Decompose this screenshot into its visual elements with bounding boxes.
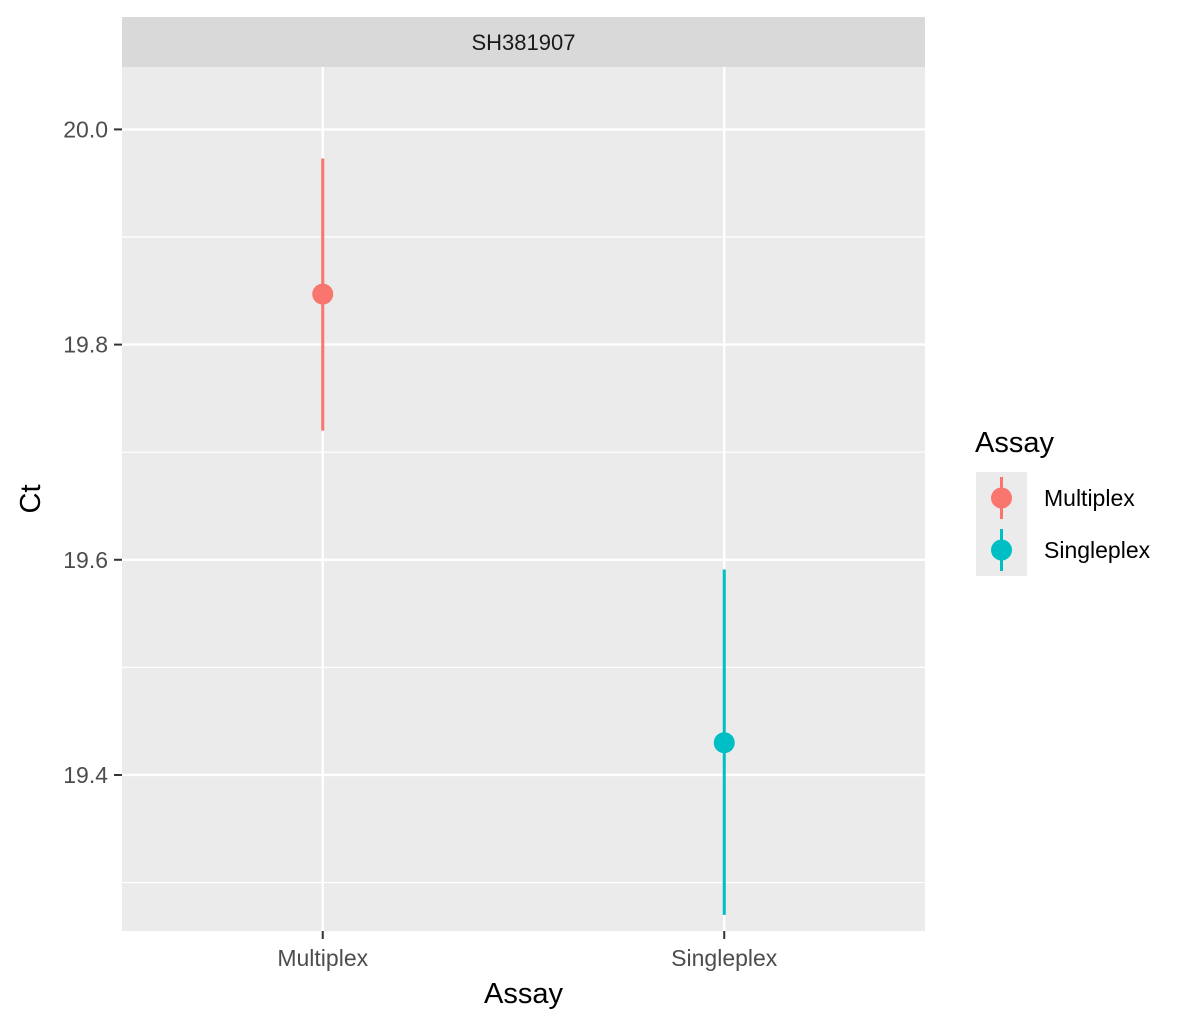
data-point [312, 283, 334, 305]
y-tick-label: 19.8 [63, 332, 108, 358]
x-tick-label: Multiplex [277, 945, 368, 971]
legend-label: Multiplex [1044, 485, 1135, 511]
legend-key-point [991, 539, 1012, 561]
legend-label: Singleplex [1044, 537, 1151, 563]
plot-panel [122, 67, 925, 931]
data-point [713, 732, 735, 754]
y-tick-label: 19.6 [63, 547, 108, 573]
legend-key-point [991, 487, 1012, 509]
y-axis-title: Ct [15, 485, 47, 514]
x-tick-label: Singleplex [671, 945, 778, 971]
legend-title: Assay [975, 427, 1054, 459]
data-layer [312, 158, 735, 915]
x-axis-title: Assay [484, 978, 563, 1010]
facet-strip [122, 17, 925, 67]
y-axis: 19.4 19.6 19.8 20.0 [63, 116, 122, 788]
y-tick-label: 19.4 [63, 762, 108, 788]
facet-title: SH381907 [472, 30, 576, 55]
x-axis: Multiplex Singleplex [277, 931, 778, 971]
legend: Assay Multiplex Singleplex [975, 427, 1151, 576]
y-tick-label: 20.0 [63, 116, 108, 142]
